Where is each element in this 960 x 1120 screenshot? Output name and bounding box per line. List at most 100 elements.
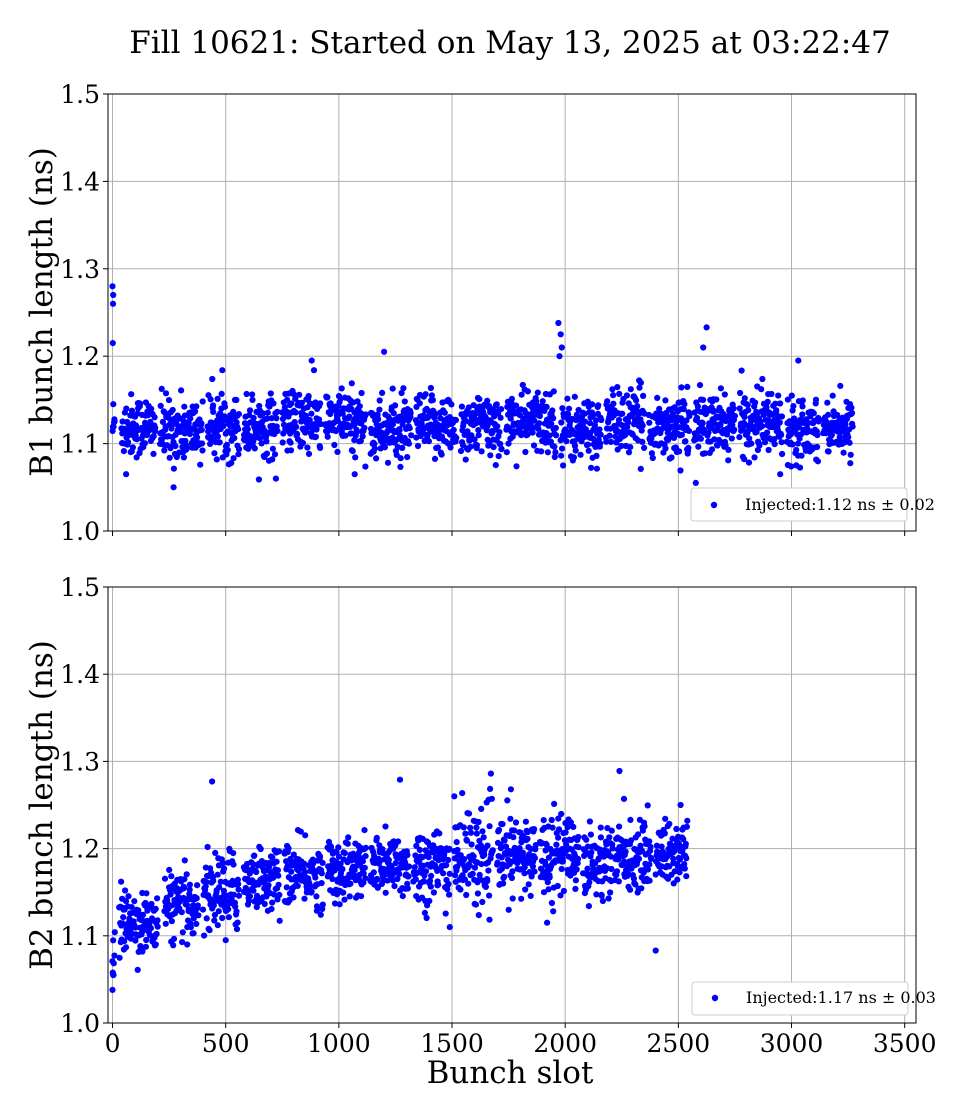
b1-point [414,442,422,450]
b1-point [211,450,218,457]
b1-point [476,396,483,403]
b2-point [225,906,232,913]
b1-point [731,426,738,433]
b2-y-tick-label-1.0: 1.0 [60,1009,100,1038]
b2-point [319,859,326,867]
b2-point [154,917,161,924]
b1-point [342,432,349,439]
b1-point [684,383,691,390]
b1-point [231,435,238,442]
b1-point [359,433,366,440]
b1-point [771,441,778,448]
b2-point [425,854,432,861]
b1-point [709,446,716,453]
b1-point [308,410,315,417]
b2-point [470,853,477,860]
b1-point [478,448,485,455]
b2-point [210,902,217,909]
b2-point [361,864,368,871]
b1-point [593,465,601,472]
b1-point [305,393,312,400]
b1-point [264,409,271,416]
b2-point [684,817,691,824]
b2-point [532,842,539,849]
b2-point [362,875,369,882]
b2-point [630,875,638,882]
b1-y-tick-label-1.3: 1.3 [60,255,100,284]
b2-point [505,906,512,913]
b1-point [324,394,331,401]
b2-outlier-point [451,793,458,800]
b2-point [120,914,127,921]
b1-point [648,450,656,457]
b2-point [462,830,469,837]
b2-point [167,891,174,898]
b1-outlier-point [556,353,563,360]
b2-point [194,902,201,909]
b1-point [582,418,589,425]
b2-point [273,858,280,865]
b2-point [341,896,348,903]
b2-point [219,860,226,867]
b2-point [359,858,366,865]
b1-point [401,398,408,405]
b1-point [389,385,396,392]
b1-point [214,395,221,402]
b2-point [111,929,118,936]
b1-point [748,440,755,447]
b2-point [467,829,475,836]
b1-point [250,438,257,445]
b1-point [191,408,199,415]
b2-point [340,889,347,896]
b2-point [472,901,479,908]
b2-point [644,802,651,809]
b2-point [285,845,292,852]
b2-scatter-points [109,767,691,994]
b2-point [242,884,249,892]
b1-point [799,397,806,404]
b1-point [495,453,502,460]
b1-point [531,417,538,424]
b2-outlier-point [677,801,684,809]
b2-point [588,849,595,856]
b2-point [471,864,479,871]
b2-point [549,824,556,831]
b2-point [204,843,211,851]
b2-legend-label: Injected:1.17 ns ± 0.03 [746,988,936,1007]
b1-point [453,434,460,441]
b2-point [453,839,460,846]
b2-point [680,836,687,843]
b2-point [139,911,147,919]
b1-y-tick-label-1.0: 1.0 [60,517,100,546]
b2-x-tick-label-3500: 3500 [873,1029,937,1058]
b1-point [358,389,365,397]
b1-point [371,445,378,452]
b1-point [524,431,531,438]
b2-point [559,858,567,865]
b2-point [446,845,453,852]
b1-point [279,439,286,446]
b1-point [596,426,603,433]
b1-outlier-point [308,357,315,364]
b1-point [475,427,482,434]
b1-point [738,367,745,374]
b2-x-tick-label-1500: 1500 [420,1029,484,1058]
b1-point [465,404,472,411]
b2-point [214,871,221,878]
b1-point [198,420,205,427]
b2-legend-marker [711,994,719,1002]
b1-point [334,448,341,455]
b2-point [426,877,434,884]
b1-point [676,448,683,455]
b1-point [390,410,397,417]
b1-point [553,432,560,439]
b1-point [558,419,565,426]
b2-point [152,905,159,913]
b1-point [764,398,771,405]
b1-point [221,403,229,410]
b1-point [483,427,490,434]
b1-point [589,401,596,408]
b1-point [207,396,214,403]
b1-point [331,441,338,449]
b2-point [382,823,389,830]
